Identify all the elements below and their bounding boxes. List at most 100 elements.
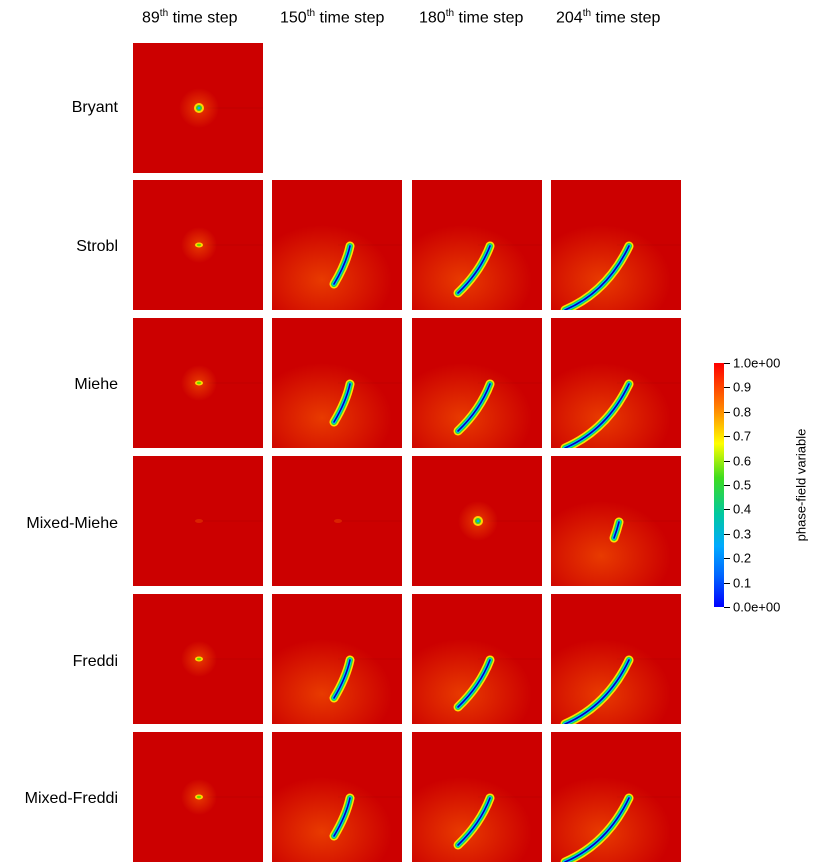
phase-field-plot bbox=[133, 318, 263, 448]
colorbar-tick bbox=[724, 582, 730, 584]
glow-region bbox=[412, 777, 532, 862]
colorbar-tick bbox=[724, 460, 730, 462]
colorbar-tick bbox=[724, 509, 730, 511]
phase-field-panel bbox=[133, 456, 263, 586]
phase-field-panel bbox=[412, 456, 542, 586]
phase-field-plot bbox=[551, 318, 681, 448]
row-label: Miehe bbox=[74, 376, 118, 393]
crack-core bbox=[457, 383, 491, 432]
colorbar-tick-label: 0.5 bbox=[733, 477, 752, 493]
row-label: Strobl bbox=[76, 238, 118, 255]
glow-region bbox=[272, 363, 392, 448]
phase-field-panel bbox=[272, 180, 402, 310]
colorbar-tick bbox=[724, 436, 730, 438]
glow-region bbox=[551, 639, 671, 724]
phase-field-panel bbox=[412, 318, 542, 448]
colorbar-tick bbox=[724, 607, 730, 608]
phase-field-plot bbox=[272, 732, 402, 862]
glow-region bbox=[412, 639, 532, 724]
phase-field-panel bbox=[412, 732, 542, 862]
crack-tip bbox=[195, 519, 203, 523]
column-header: 150th time step bbox=[280, 8, 384, 27]
colorbar-tick-label: 0.2 bbox=[733, 550, 752, 566]
crack-core bbox=[457, 659, 491, 708]
phase-field-plot bbox=[551, 456, 681, 586]
phase-field-panel bbox=[272, 732, 402, 862]
column-header-suffix: th bbox=[582, 8, 592, 19]
colorbar-tick bbox=[724, 387, 730, 389]
row-label: Freddi bbox=[72, 653, 118, 670]
phase-field-panel bbox=[551, 456, 681, 586]
column-header-number: 150 bbox=[280, 9, 307, 27]
phase-field-plot bbox=[412, 456, 542, 586]
glow-region bbox=[272, 639, 392, 724]
crack-core bbox=[333, 797, 351, 837]
glow-region bbox=[551, 225, 671, 310]
colorbar-tick bbox=[724, 558, 730, 560]
phase-field-panel bbox=[412, 594, 542, 724]
crack-core bbox=[457, 245, 491, 294]
phase-field-plot bbox=[551, 594, 681, 724]
crack-core bbox=[564, 383, 630, 448]
colorbar-tick-label: 0.6 bbox=[733, 453, 752, 469]
glow-region bbox=[551, 777, 671, 862]
phase-field-panel bbox=[412, 180, 542, 310]
colorbar-tick-label: 0.1 bbox=[733, 575, 752, 591]
glow-region bbox=[551, 363, 671, 448]
phase-field-plot bbox=[272, 318, 402, 448]
colorbar-tick bbox=[724, 485, 730, 486]
crack-center bbox=[197, 106, 201, 110]
colorbar-tick bbox=[724, 411, 730, 413]
colorbar-tick-label: 0.0e+00 bbox=[733, 599, 781, 615]
column-header-number: 204 bbox=[556, 9, 583, 27]
phase-field-plot bbox=[412, 594, 542, 724]
colorbar-tick-label: 0.4 bbox=[733, 501, 752, 517]
crack-core bbox=[197, 795, 201, 799]
glow-region bbox=[272, 777, 392, 862]
phase-field-panel bbox=[133, 180, 263, 310]
phase-field-panel bbox=[133, 594, 263, 724]
crack-core bbox=[197, 381, 201, 385]
column-header-suffix: th bbox=[159, 8, 169, 19]
crack-core bbox=[333, 383, 351, 423]
colorbar-tick bbox=[724, 533, 730, 535]
crack-core bbox=[457, 797, 491, 846]
colorbar-tick-label: 0.3 bbox=[733, 526, 752, 542]
crack-core bbox=[613, 521, 620, 539]
crack-core bbox=[564, 245, 630, 310]
colorbar-tick-label: 0.7 bbox=[733, 428, 752, 444]
crack-tip bbox=[334, 519, 342, 523]
row-label: Mixed-Miehe bbox=[26, 515, 118, 532]
row-label: Mixed-Freddi bbox=[24, 790, 118, 807]
crack-core bbox=[333, 659, 351, 699]
column-header-text: time step bbox=[315, 9, 385, 27]
phase-field-panel bbox=[551, 594, 681, 724]
crack-center bbox=[476, 519, 480, 523]
crack-core bbox=[564, 797, 630, 862]
phase-field-plot bbox=[412, 732, 542, 862]
phase-field-plot bbox=[133, 180, 263, 310]
phase-field-plot bbox=[133, 732, 263, 862]
phase-field-plot bbox=[133, 43, 263, 173]
row-label: Bryant bbox=[71, 99, 118, 116]
phase-field-plot bbox=[551, 732, 681, 862]
phase-field-panel bbox=[551, 732, 681, 862]
column-header-text: time step bbox=[454, 9, 524, 27]
phase-field-plot bbox=[272, 456, 402, 586]
phase-field-panel bbox=[272, 318, 402, 448]
colorbar-gradient bbox=[714, 363, 724, 607]
glow-region bbox=[272, 225, 392, 310]
phase-field-panel bbox=[551, 180, 681, 310]
phase-field-panel bbox=[133, 732, 263, 862]
column-header-suffix: th bbox=[306, 8, 316, 19]
phase-field-panel bbox=[133, 43, 263, 173]
column-header-number: 89 bbox=[142, 9, 160, 27]
column-header-number: 180 bbox=[419, 9, 446, 27]
phase-field-plot bbox=[133, 456, 263, 586]
colorbar-title: phase-field variable bbox=[793, 428, 809, 542]
crack-core bbox=[197, 243, 201, 247]
colorbar-tick-label: 0.9 bbox=[733, 379, 752, 395]
phase-field-panel bbox=[272, 594, 402, 724]
glow-region bbox=[551, 501, 671, 586]
column-header-text: time step bbox=[591, 9, 661, 27]
